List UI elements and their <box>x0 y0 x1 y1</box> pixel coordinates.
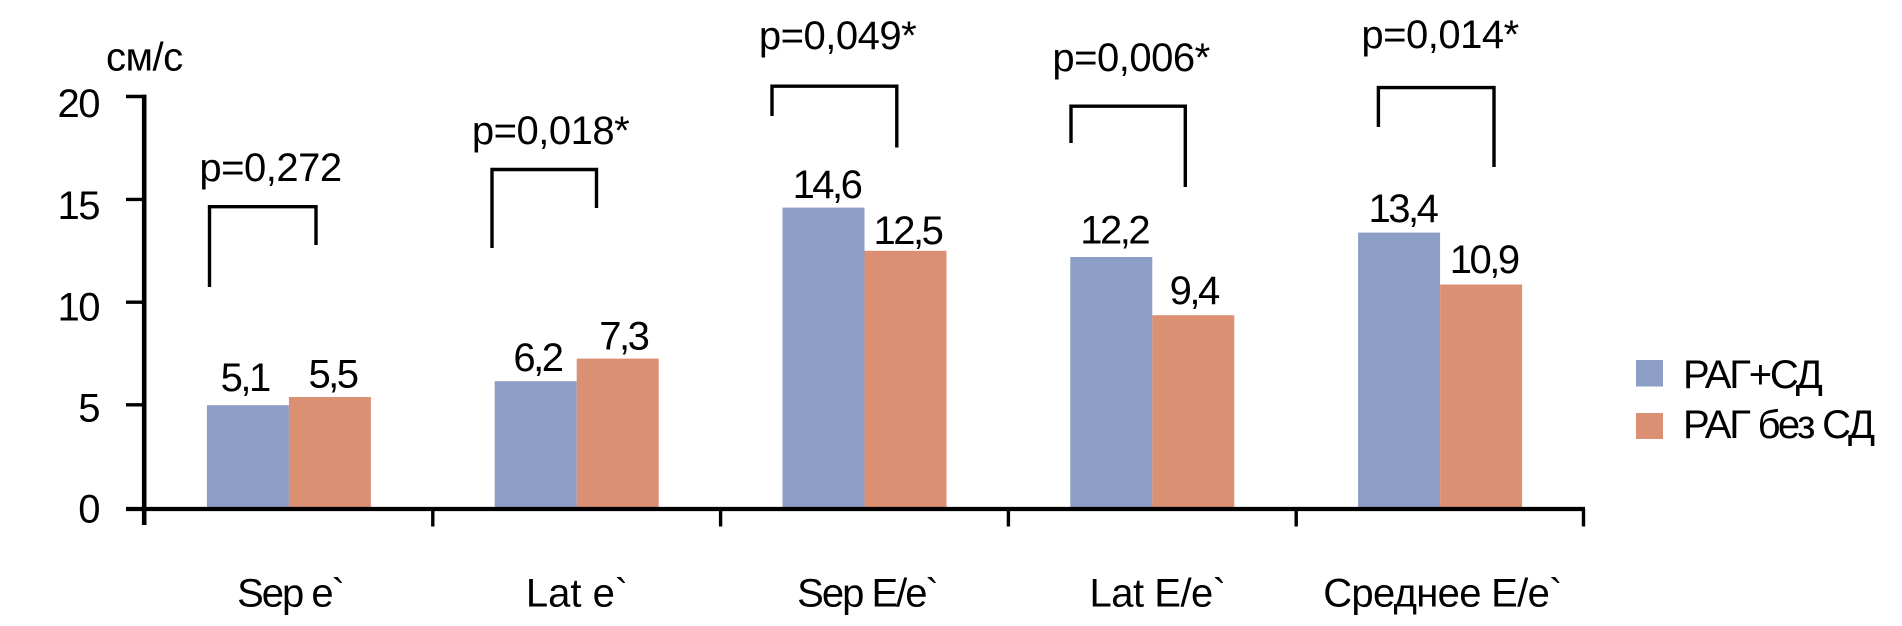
svg-text:Sep e`: Sep e` <box>237 572 343 616</box>
svg-text:9,4: 9,4 <box>1170 269 1220 313</box>
svg-text:13,4: 13,4 <box>1368 187 1438 231</box>
svg-text:Среднее E/e`: Среднее E/e` <box>1323 572 1562 616</box>
svg-text:6,2: 6,2 <box>513 336 562 380</box>
svg-text:Lat e`: Lat e` <box>526 572 628 616</box>
svg-text:p=0,272: p=0,272 <box>199 146 341 190</box>
svg-text:20: 20 <box>58 82 100 126</box>
svg-text:12,5: 12,5 <box>873 209 942 253</box>
svg-text:5,5: 5,5 <box>308 353 357 397</box>
svg-text:14,6: 14,6 <box>793 163 862 207</box>
svg-text:5,1: 5,1 <box>221 356 270 400</box>
svg-text:12,2: 12,2 <box>1080 209 1149 253</box>
svg-text:0: 0 <box>78 487 99 531</box>
svg-text:РАГ+СД: РАГ+СД <box>1683 353 1823 397</box>
svg-text:7,3: 7,3 <box>599 315 648 359</box>
svg-text:15: 15 <box>58 184 100 228</box>
svg-text:p=0,014*: p=0,014* <box>1361 13 1518 57</box>
svg-text:p=0,049*: p=0,049* <box>759 14 916 58</box>
svg-text:5: 5 <box>78 386 99 430</box>
svg-text:Lat E/e`: Lat E/e` <box>1090 572 1226 616</box>
svg-text:10,9: 10,9 <box>1450 238 1519 282</box>
svg-text:p=0,006*: p=0,006* <box>1052 36 1209 80</box>
svg-text:Sep E/e`: Sep E/e` <box>797 572 937 616</box>
svg-text:10: 10 <box>58 285 100 329</box>
svg-text:см/с: см/с <box>106 36 183 80</box>
svg-text:РАГ без СД: РАГ без СД <box>1683 403 1875 447</box>
svg-text:p=0,018*: p=0,018* <box>472 109 629 153</box>
